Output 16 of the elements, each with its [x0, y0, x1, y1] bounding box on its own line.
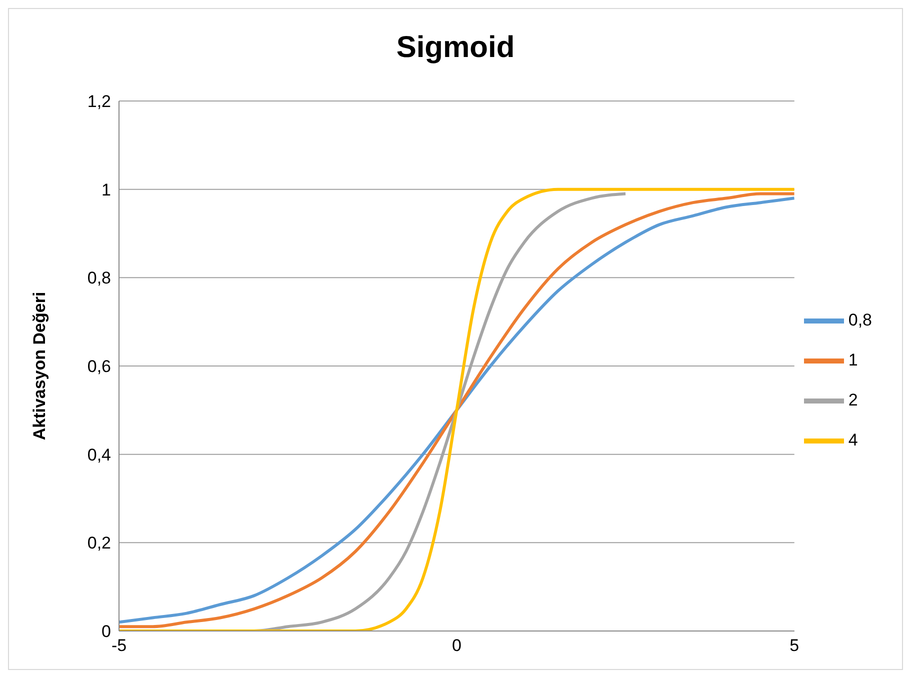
x-tick-label: 0 [452, 636, 462, 656]
y-axis-title: Aktivasyon Değeri [30, 292, 50, 440]
legend-label: 2 [848, 390, 858, 410]
legend-label: 1 [848, 350, 858, 370]
y-tick-label: 1,2 [87, 92, 111, 112]
y-tick-label: 0,2 [87, 534, 111, 553]
x-tick-label: -5 [111, 636, 127, 656]
y-tick-label: 0 [102, 622, 111, 642]
y-tick-label: 0,6 [87, 357, 111, 376]
y-tick-label: 1 [102, 180, 111, 200]
y-tick-label: 0,8 [87, 268, 111, 288]
x-tick-label: 5 [790, 636, 800, 656]
legend-label: 4 [848, 430, 858, 450]
chart-title: Sigmoid [395, 30, 516, 66]
legend-label: 0,8 [848, 310, 872, 330]
y-tick-label: 0,4 [87, 445, 111, 464]
